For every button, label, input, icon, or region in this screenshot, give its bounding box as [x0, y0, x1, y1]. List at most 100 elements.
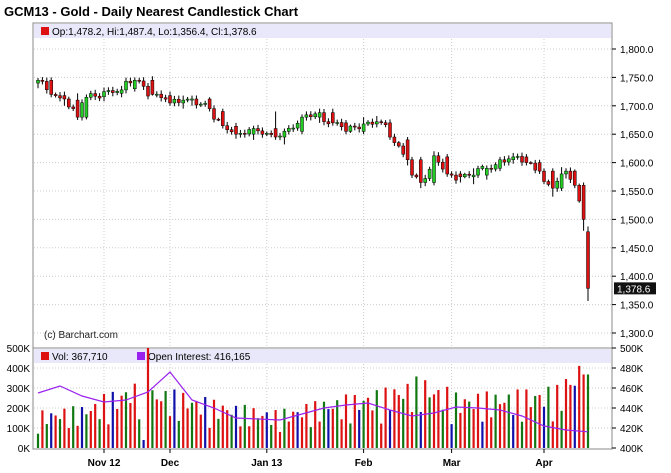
candle	[172, 95, 177, 107]
volume-bar	[446, 386, 449, 448]
candle-body-up	[106, 90, 111, 92]
volume-bar	[481, 421, 484, 448]
volume-bar	[45, 424, 48, 448]
candle-body-up	[155, 93, 159, 96]
candle-body-down	[49, 79, 53, 95]
volume-tick-label: 500K	[7, 344, 31, 355]
candle-body-down	[458, 173, 463, 178]
candle	[573, 169, 577, 189]
candle-body-down	[419, 159, 423, 183]
volume-bar	[366, 397, 370, 448]
candle	[405, 137, 410, 166]
volume-bar	[50, 413, 53, 448]
candle	[507, 155, 511, 166]
candle	[185, 96, 190, 103]
candle-body-down	[309, 114, 313, 118]
candle	[502, 156, 507, 166]
candle	[58, 92, 62, 102]
candle	[251, 125, 256, 140]
candle-body-down	[524, 156, 529, 163]
volume-bar	[516, 389, 519, 448]
volume-bar	[36, 433, 40, 448]
candles	[36, 76, 590, 301]
volume-bar	[384, 387, 387, 448]
candle-body-down	[551, 170, 555, 189]
candle-body-up	[375, 121, 379, 125]
candle-body-up	[203, 103, 207, 105]
candle	[388, 119, 392, 140]
volume-bar	[569, 384, 572, 448]
oi-tick-label: 460K	[620, 384, 644, 395]
candle-body-up	[555, 180, 559, 189]
oi-tick-label: 440K	[620, 404, 644, 415]
candle-body-down	[141, 80, 146, 87]
oi-tick-label: 480K	[620, 364, 644, 375]
volume-bar	[520, 421, 524, 448]
candle	[287, 125, 291, 135]
candle-body-up	[423, 178, 427, 183]
volume-bar	[344, 394, 348, 448]
candle	[256, 124, 260, 135]
candle	[485, 165, 489, 180]
candle-body-down	[177, 98, 181, 103]
candle-body-down	[322, 112, 326, 122]
volume-bar	[151, 390, 154, 448]
candle	[159, 90, 163, 102]
candle	[529, 161, 533, 165]
candle-body-up	[115, 91, 119, 93]
price-tick-label: 1,500.0	[620, 215, 654, 226]
volume-bar	[41, 410, 44, 448]
candle	[559, 167, 564, 191]
volume-tick-label: 0K	[18, 444, 31, 455]
volume-bar	[582, 374, 585, 448]
candle-body-up	[300, 116, 304, 132]
candle-body-down	[445, 156, 449, 175]
volume-bar	[476, 393, 480, 448]
volume-bar	[208, 427, 211, 448]
volume-bar	[450, 424, 453, 448]
candle-body-down	[93, 93, 97, 97]
volume-bar	[296, 412, 299, 448]
volume-tick-label: 200K	[7, 404, 31, 415]
candle	[427, 166, 432, 181]
x-tick-label: Mar	[443, 458, 461, 469]
candle	[203, 100, 207, 107]
candle-body-up	[498, 159, 502, 169]
volume-bar	[441, 409, 444, 448]
candle	[353, 122, 357, 131]
volume-bar	[261, 415, 264, 448]
volume-bar	[138, 419, 141, 448]
candle	[480, 164, 485, 171]
price-legend-swatch	[41, 27, 49, 35]
volume-bar	[485, 391, 488, 448]
volume-legend-text: Vol: 367,710	[52, 352, 108, 363]
candle-body-up	[559, 173, 564, 189]
candle	[146, 82, 150, 100]
candle	[194, 95, 199, 109]
candle-body-down	[502, 159, 507, 163]
candle	[80, 99, 84, 121]
candle-body-down	[533, 162, 537, 171]
volume-bar	[274, 410, 277, 448]
candle	[84, 94, 89, 120]
price-tick-label: 1,600.0	[620, 159, 654, 170]
candle-body-down	[546, 181, 551, 185]
price-panel: Op:1,478.2, Hi:1,487.4, Lo:1,356.4, Cl:1…	[32, 22, 656, 349]
candle	[273, 111, 278, 140]
volume-bar	[133, 383, 136, 448]
candle-body-up	[304, 114, 309, 118]
candle-body-up	[493, 164, 498, 170]
candle-body-up	[278, 135, 282, 138]
volume-bar	[230, 414, 233, 448]
volume-bar	[107, 424, 110, 448]
volume-bar	[349, 423, 352, 448]
volume-bar	[168, 416, 172, 448]
volume-bar	[415, 376, 418, 448]
volume-bar	[309, 427, 312, 448]
candle-body-down	[216, 118, 221, 121]
volume-bar	[380, 423, 383, 448]
candle	[119, 85, 124, 98]
volume-bar	[498, 404, 502, 448]
candle	[282, 128, 287, 145]
volume-tick-label: 300K	[7, 384, 31, 395]
